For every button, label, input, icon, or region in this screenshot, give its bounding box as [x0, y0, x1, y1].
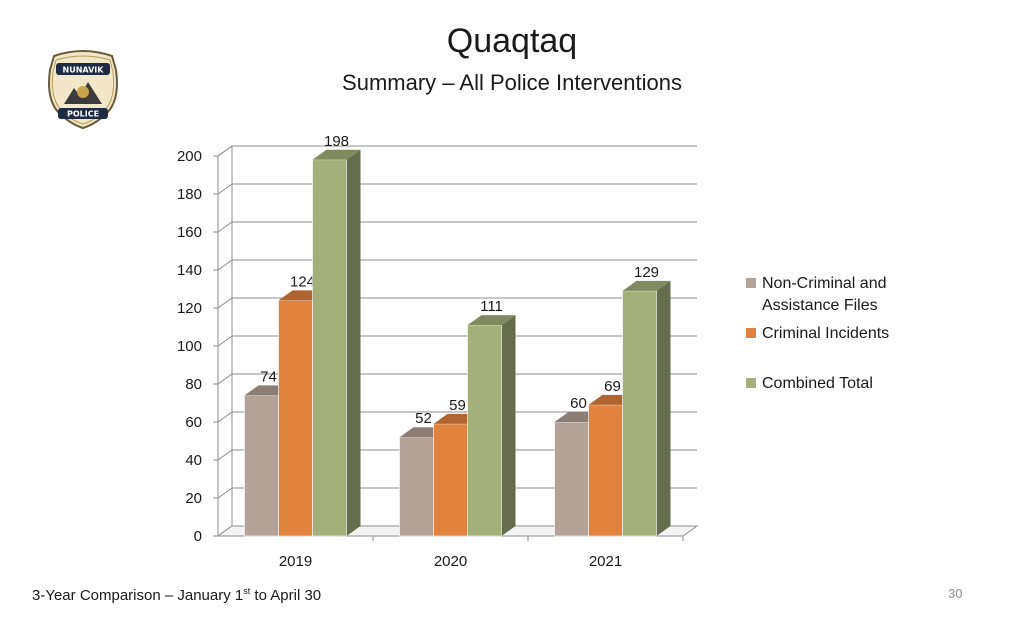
data-label: 60	[570, 395, 587, 412]
bar	[278, 300, 313, 537]
y-tick-label: 80	[185, 376, 202, 393]
gridline-depth	[217, 335, 233, 347]
legend-swatch-combined	[746, 378, 756, 388]
bar-top	[467, 315, 516, 326]
y-tick-label: 100	[177, 338, 202, 355]
y-tick-label: 140	[177, 262, 202, 279]
data-label: 111	[480, 298, 503, 315]
page-subtitle: Summary – All Police Interventions	[342, 70, 682, 95]
x-tick-label: 2020	[434, 553, 467, 570]
y-tick-label: 60	[185, 414, 202, 431]
data-label: 74	[260, 368, 277, 385]
footer-suffix: to April 30	[250, 587, 322, 604]
bar	[467, 324, 502, 537]
bar-side	[656, 280, 671, 536]
legend-swatch-criminal	[746, 328, 756, 338]
gridline-depth	[217, 487, 233, 499]
gridline-depth	[217, 221, 233, 233]
bar	[244, 395, 279, 537]
gridline-depth	[217, 183, 233, 195]
page-title: Quaqtaq	[446, 22, 578, 60]
gridline-depth	[217, 145, 233, 157]
y-tick-label: 0	[194, 528, 202, 545]
y-tick-label: 160	[177, 224, 202, 241]
police-badge-logo: NUNAVIK POLICE	[48, 50, 118, 130]
y-tick-label: 200	[177, 148, 202, 165]
footer-prefix: 3-Year Comparison – January 1	[32, 587, 244, 604]
y-tick-label: 40	[185, 452, 202, 469]
bar	[433, 423, 468, 537]
bar	[554, 421, 589, 537]
gridline-depth	[217, 411, 233, 423]
bar-top	[312, 149, 361, 160]
y-tick-label: 180	[177, 186, 202, 203]
bar	[588, 404, 623, 537]
data-label: 69	[604, 378, 621, 395]
gridline-depth	[217, 297, 233, 309]
bar-top	[622, 280, 671, 291]
footer-sup: st	[243, 586, 251, 596]
x-tick-label: 2019	[279, 553, 312, 570]
footer-text: 3-Year Comparison – January 1st to April…	[32, 586, 321, 604]
y-tick-label: 20	[185, 490, 202, 507]
bar-side	[501, 315, 516, 536]
bar	[399, 436, 434, 537]
bar	[312, 159, 347, 537]
legend-label-criminal: Criminal Incidents	[762, 325, 890, 342]
data-label: 124	[290, 273, 315, 290]
legend-label-non-criminal: Non-Criminal and Assistance Files	[762, 275, 887, 314]
legend-swatch-non-criminal	[746, 278, 756, 288]
data-label: 129	[634, 264, 659, 281]
legend-label-combined: Combined Total	[762, 375, 873, 392]
bar	[622, 290, 657, 537]
x-tick-label: 2021	[589, 553, 622, 570]
gridline-depth	[217, 449, 233, 461]
bar-side	[346, 149, 361, 537]
data-label: 198	[324, 133, 349, 150]
logo-bottom-text: POLICE	[67, 110, 99, 119]
data-label: 59	[449, 397, 466, 414]
gridline-depth	[217, 259, 233, 271]
gridline-depth	[217, 373, 233, 385]
page-number: 30	[948, 586, 963, 601]
y-tick-label: 120	[177, 300, 202, 317]
data-label: 52	[415, 410, 432, 427]
logo-top-text: NUNAVIK	[63, 66, 105, 75]
